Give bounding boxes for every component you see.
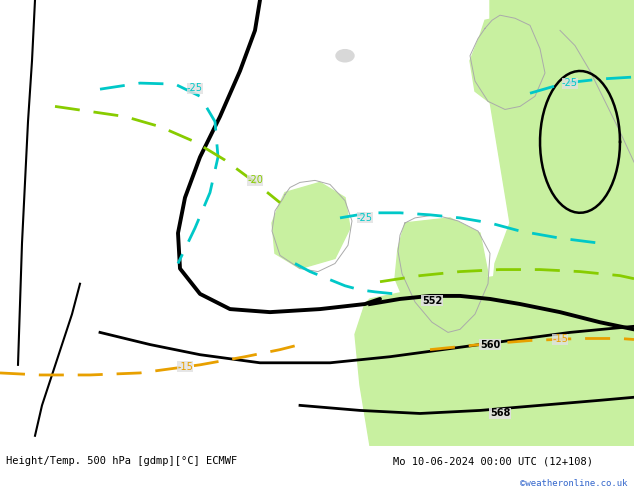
Ellipse shape [336, 49, 354, 62]
Text: -20: -20 [247, 175, 263, 185]
Text: -15: -15 [177, 362, 193, 372]
Text: 552: 552 [422, 296, 442, 306]
Text: Mo 10-06-2024 00:00 UTC (12+108): Mo 10-06-2024 00:00 UTC (12+108) [393, 456, 593, 466]
Polygon shape [272, 182, 350, 269]
Text: 568: 568 [490, 409, 510, 418]
Polygon shape [490, 0, 634, 446]
Text: -25: -25 [562, 78, 578, 88]
Text: -25: -25 [187, 83, 203, 93]
Text: 560: 560 [480, 340, 500, 349]
Text: -15: -15 [552, 335, 568, 344]
Text: ©weatheronline.co.uk: ©weatheronline.co.uk [520, 479, 628, 488]
Polygon shape [395, 218, 488, 329]
Polygon shape [470, 15, 545, 106]
Polygon shape [355, 253, 634, 446]
Text: Height/Temp. 500 hPa [gdmp][°C] ECMWF: Height/Temp. 500 hPa [gdmp][°C] ECMWF [6, 456, 238, 466]
Text: -25: -25 [357, 213, 373, 223]
